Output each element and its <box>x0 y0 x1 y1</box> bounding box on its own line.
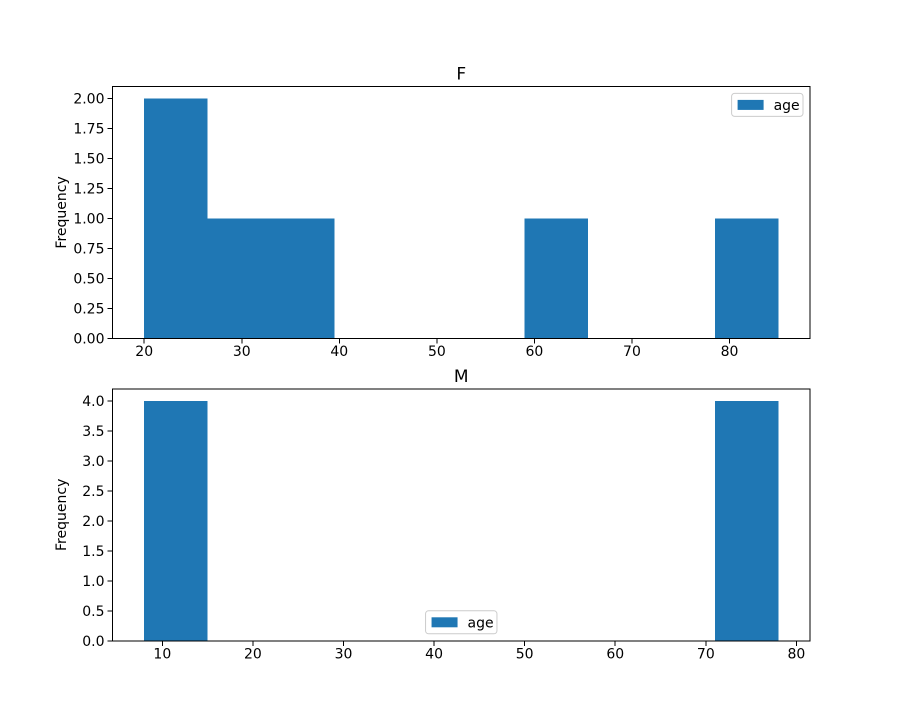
subplot-m: 10 20 30 40 50 60 70 80 0.0 0.5 1.0 1.5 2.0 2.5 3.0 3.5… <box>54 367 811 662</box>
x-tick-label: 30 <box>335 646 353 662</box>
y-tick-label: 4.0 <box>82 394 104 410</box>
x-tick-label: 40 <box>330 344 348 360</box>
y-tick-label: 3.0 <box>82 454 104 470</box>
y-tick-label: 1.25 <box>73 181 104 197</box>
legend-label: age <box>774 98 800 114</box>
axes-frame <box>112 388 811 642</box>
histogram-bar <box>144 400 208 641</box>
legend: age <box>425 610 498 635</box>
y-tick-label: 2.0 <box>82 514 104 530</box>
y-tick-label: 1.75 <box>73 121 104 137</box>
x-tick-label: 80 <box>721 344 739 360</box>
histogram-bar <box>524 218 589 339</box>
y-tick-label: 0.50 <box>73 271 104 287</box>
x-tick-label: 30 <box>233 344 251 360</box>
chart-title: F <box>456 64 466 84</box>
legend: age <box>731 92 804 117</box>
y-axis-label: Frequency <box>54 479 70 551</box>
subplot-f: 20 30 40 50 60 70 80 0.00 0.25 0.50 0.75 1.00 1.25 1.… <box>54 64 811 360</box>
x-tick-label: 10 <box>153 646 171 662</box>
axes-frame <box>112 85 811 339</box>
x-tick-label: 60 <box>526 344 544 360</box>
legend-swatch <box>737 99 764 110</box>
x-tick-label: 80 <box>787 646 805 662</box>
histogram-bar <box>144 98 208 339</box>
y-tick-label: 1.00 <box>73 211 104 227</box>
x-tick-label: 70 <box>623 344 641 360</box>
y-tick-label: 1.5 <box>82 544 104 560</box>
y-tick-label: 2.5 <box>82 484 104 500</box>
y-tick-label: 0.75 <box>73 241 104 257</box>
y-tick-label: 0.00 <box>73 331 104 347</box>
y-tick-label: 0.25 <box>73 301 104 317</box>
x-tick-label: 60 <box>606 646 624 662</box>
legend-box <box>731 92 804 117</box>
y-tick-label: 3.5 <box>82 424 104 440</box>
x-tick-label: 70 <box>697 646 715 662</box>
y-tick-label: 0.0 <box>82 634 104 650</box>
x-tick-label: 40 <box>425 646 443 662</box>
y-tick-label: 1.0 <box>82 574 104 590</box>
histogram-bar <box>271 218 335 339</box>
x-tick-label: 50 <box>428 344 446 360</box>
y-axis-label: Frequency <box>54 176 70 248</box>
histogram-bar <box>207 218 272 339</box>
x-tick-label: 20 <box>135 344 153 360</box>
legend-swatch <box>431 617 458 628</box>
y-tick-label: 1.50 <box>73 151 104 167</box>
x-tick-label: 50 <box>516 646 534 662</box>
legend-label: age <box>468 615 494 631</box>
y-tick-label: 2.00 <box>73 91 104 107</box>
y-tick-label: 0.5 <box>82 604 104 620</box>
chart-title: M <box>454 367 469 387</box>
legend-box <box>425 610 498 635</box>
histogram-bar <box>714 218 779 339</box>
histogram-bar <box>714 400 779 641</box>
x-tick-label: 20 <box>244 646 262 662</box>
